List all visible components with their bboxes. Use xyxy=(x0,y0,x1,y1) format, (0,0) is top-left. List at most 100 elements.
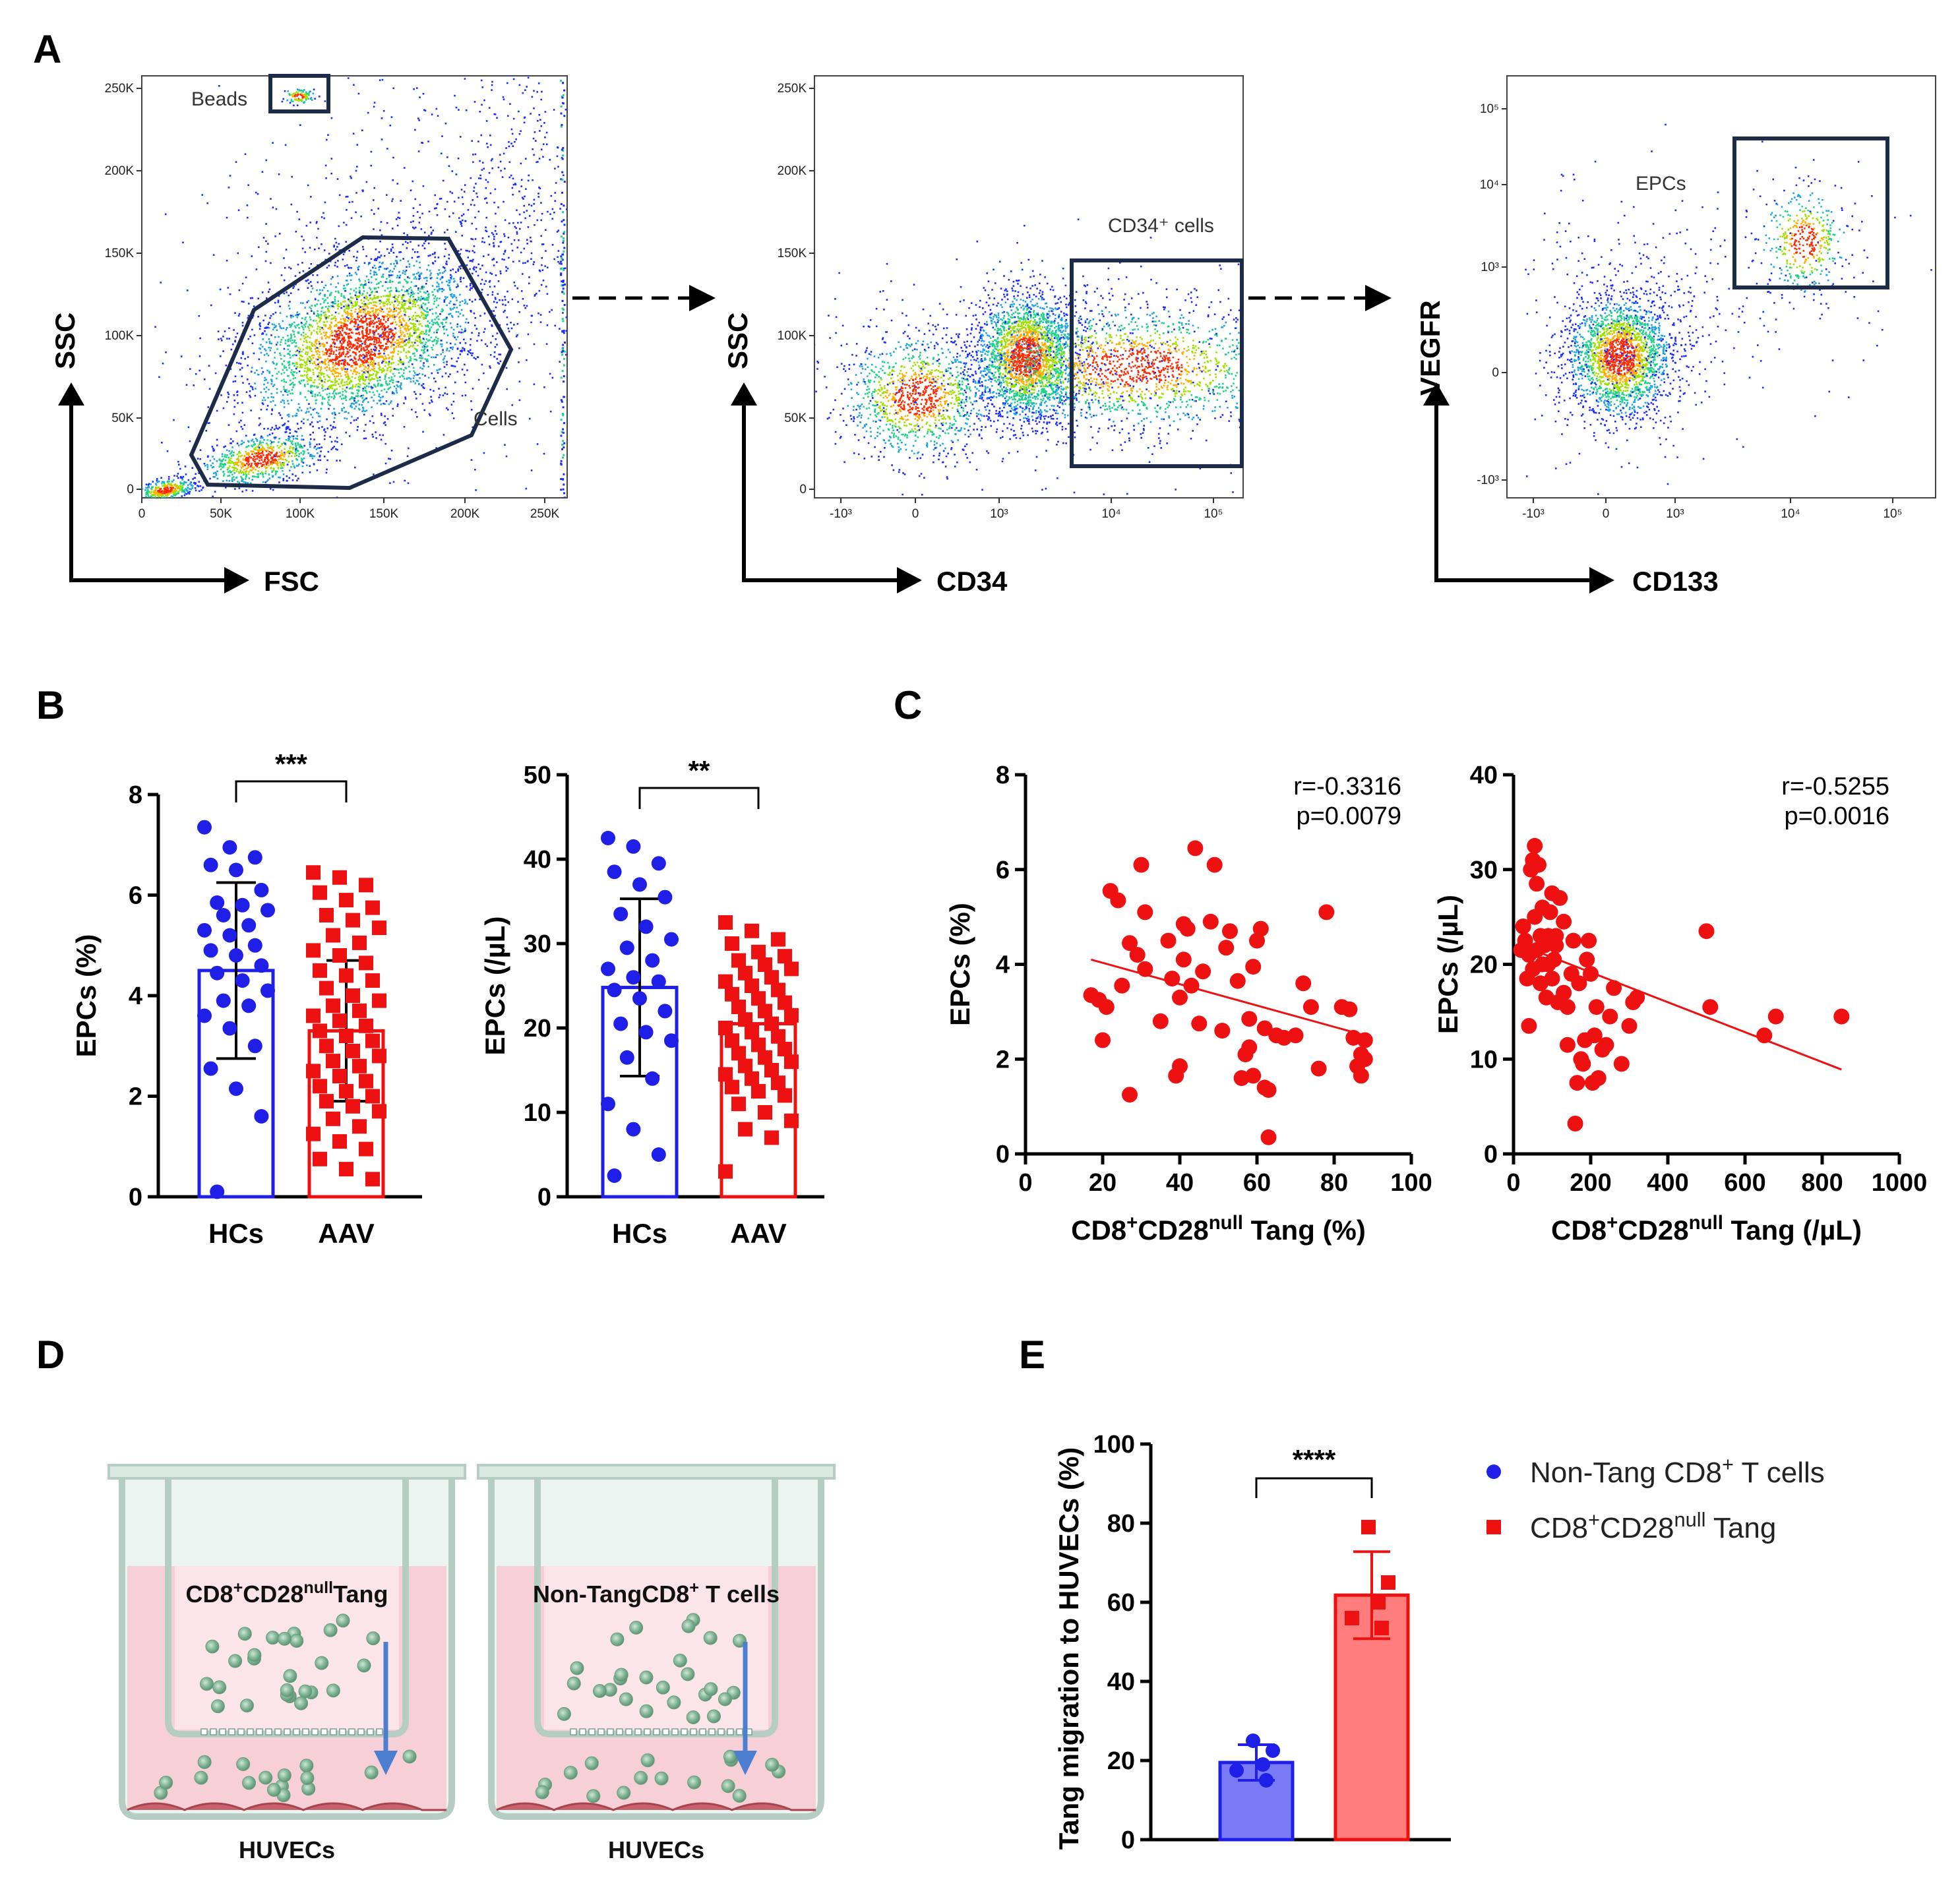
ytick-label: 200K xyxy=(778,164,807,178)
data-point xyxy=(1361,1520,1376,1534)
x-arrowhead xyxy=(897,567,922,593)
migrated-cell xyxy=(765,1757,780,1772)
tang-cell xyxy=(210,1699,225,1714)
ytick-label: 50K xyxy=(111,411,134,425)
data-point xyxy=(1241,1011,1258,1027)
xtick-label: 100K xyxy=(286,507,315,521)
tang-cell xyxy=(205,1639,220,1654)
gate-beads-label: Beads xyxy=(191,88,247,110)
data-point xyxy=(771,1029,785,1044)
data-point xyxy=(751,991,766,1006)
ytick-label: 0 xyxy=(537,1184,551,1211)
data-point xyxy=(745,923,759,938)
data-point xyxy=(1245,959,1262,975)
legend-marker-circle xyxy=(1486,1464,1501,1479)
xtick-label: 50K xyxy=(210,507,232,521)
tang-cell xyxy=(298,1684,313,1699)
y-axis-label: EPCs (%) xyxy=(71,934,102,1058)
data-point xyxy=(1179,920,1196,937)
migrated-cell xyxy=(634,1770,648,1785)
tang-cell xyxy=(266,1631,280,1645)
data-point xyxy=(1222,923,1238,940)
dashed-arrowhead-1 xyxy=(689,285,716,311)
tang-cell xyxy=(706,1709,721,1724)
data-point xyxy=(764,1130,779,1145)
membrane-pore xyxy=(579,1728,586,1735)
well-nontang-label: Non-TangCD8+ T cells xyxy=(533,1579,780,1608)
xtick-label: 0 xyxy=(1506,1169,1520,1197)
data-point xyxy=(778,949,792,964)
panel-label-b: B xyxy=(36,683,65,727)
ytick-label: 0 xyxy=(1484,1141,1498,1168)
x-axis-label: CD8+CD28null Tang (/µL) xyxy=(1551,1212,1862,1246)
data-point xyxy=(339,1029,353,1043)
flow-plot-2-events xyxy=(814,218,1243,496)
xtick-label: 10⁵ xyxy=(1204,507,1223,521)
membrane-pore xyxy=(607,1728,614,1735)
membrane-pore xyxy=(339,1728,346,1735)
ytick-label: 20 xyxy=(1107,1747,1135,1775)
tang-cell xyxy=(639,1670,654,1685)
data-point xyxy=(365,900,380,915)
data-point xyxy=(1098,999,1115,1015)
data-point xyxy=(607,1168,622,1183)
data-point xyxy=(607,982,622,998)
flow-plot-cd133-vegfr: -10³ 0 10³ 10⁴ 10⁵ -10³ 0 10³ 10⁴ 10⁵ EPCs CD133… xyxy=(1415,75,1936,597)
data-point xyxy=(365,1172,380,1187)
data-point xyxy=(1556,984,1572,1001)
data-point xyxy=(235,897,250,913)
migrated-cell xyxy=(617,1786,631,1800)
migrated-cell xyxy=(299,1759,314,1773)
data-point xyxy=(352,1003,367,1018)
data-point xyxy=(1160,932,1177,949)
data-point xyxy=(758,1004,772,1019)
data-point xyxy=(229,1081,243,1097)
huvec-layer xyxy=(496,1802,816,1811)
panel-label-d: D xyxy=(36,1333,65,1377)
migrated-cell xyxy=(277,1768,291,1782)
membrane-pore xyxy=(228,1728,235,1735)
membrane-pore xyxy=(570,1728,577,1735)
chart-b-percent: 0 2 4 6 8 EPCs (%) HCs AAV *** xyxy=(71,748,422,1249)
data-point xyxy=(1129,947,1146,963)
data-point xyxy=(731,953,746,968)
data-point xyxy=(372,993,386,1008)
flow-plot-3-events xyxy=(1507,123,1932,495)
y-axis-label: EPCs (%) xyxy=(944,903,975,1026)
data-point xyxy=(203,1061,218,1076)
data-point xyxy=(1548,937,1564,953)
ytick-label: 100K xyxy=(105,329,135,343)
data-point xyxy=(1565,932,1581,949)
ytick-label: 0 xyxy=(996,1141,1010,1168)
data-point xyxy=(764,1016,779,1031)
data-point xyxy=(1152,1013,1169,1029)
data-point xyxy=(332,1069,347,1083)
tang-cell xyxy=(629,1620,644,1635)
tang-cell xyxy=(681,1667,695,1681)
ytick-label: -10³ xyxy=(1477,473,1499,487)
migrated-cell xyxy=(687,1775,702,1790)
membrane-pore xyxy=(588,1728,596,1735)
data-point xyxy=(626,970,641,985)
data-point xyxy=(1556,913,1572,930)
r-value: r=-0.3316 xyxy=(1293,773,1401,800)
ytick-label: 40 xyxy=(524,846,551,874)
data-point xyxy=(1357,1051,1373,1068)
data-point xyxy=(658,1004,673,1019)
gate-cells xyxy=(189,235,514,491)
data-point xyxy=(778,1042,792,1056)
membrane-pore xyxy=(200,1728,208,1735)
xtick-label: -10³ xyxy=(1522,507,1545,521)
data-point xyxy=(1246,1733,1260,1748)
data-point xyxy=(619,940,634,955)
ytick-label: 0 xyxy=(799,483,807,497)
flow-3-ylabel: VEGFR xyxy=(1415,300,1446,396)
ytick-label: 10⁵ xyxy=(1480,102,1499,116)
xtick-label: 800 xyxy=(1801,1169,1843,1197)
data-point xyxy=(254,1109,269,1124)
data-point xyxy=(210,1184,225,1199)
data-point xyxy=(1542,904,1558,920)
gate-epcs xyxy=(1732,136,1889,289)
membrane-pore xyxy=(376,1728,383,1735)
